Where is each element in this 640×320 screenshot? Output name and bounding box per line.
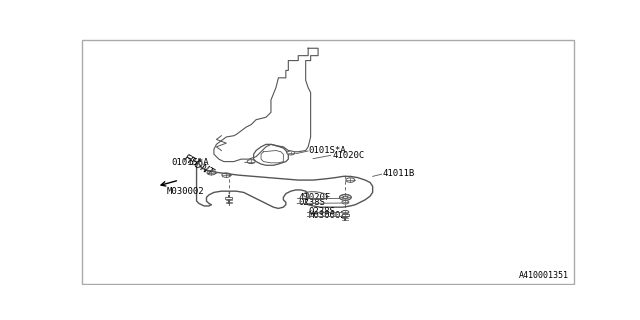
Text: FRONT: FRONT [182, 153, 216, 178]
Text: A410001351: A410001351 [518, 271, 568, 280]
Polygon shape [196, 159, 372, 208]
Polygon shape [253, 144, 288, 165]
Text: 41011B: 41011B [383, 169, 415, 178]
Text: 41020C: 41020C [333, 151, 365, 160]
Text: 0238S: 0238S [298, 198, 325, 207]
Text: M030002: M030002 [167, 187, 204, 196]
Circle shape [339, 194, 351, 200]
Bar [342, 214, 349, 216]
Circle shape [247, 160, 255, 164]
Text: 0101S*A: 0101S*A [308, 146, 346, 155]
Text: 41020F: 41020F [298, 193, 330, 202]
Polygon shape [214, 48, 318, 162]
Circle shape [342, 210, 349, 214]
Circle shape [287, 151, 295, 155]
Bar [225, 197, 232, 199]
Text: 0238S: 0238S [308, 207, 335, 216]
Circle shape [342, 214, 349, 218]
Text: M030002: M030002 [308, 211, 346, 220]
Circle shape [342, 201, 349, 204]
Text: 0101S*A: 0101S*A [172, 158, 209, 167]
